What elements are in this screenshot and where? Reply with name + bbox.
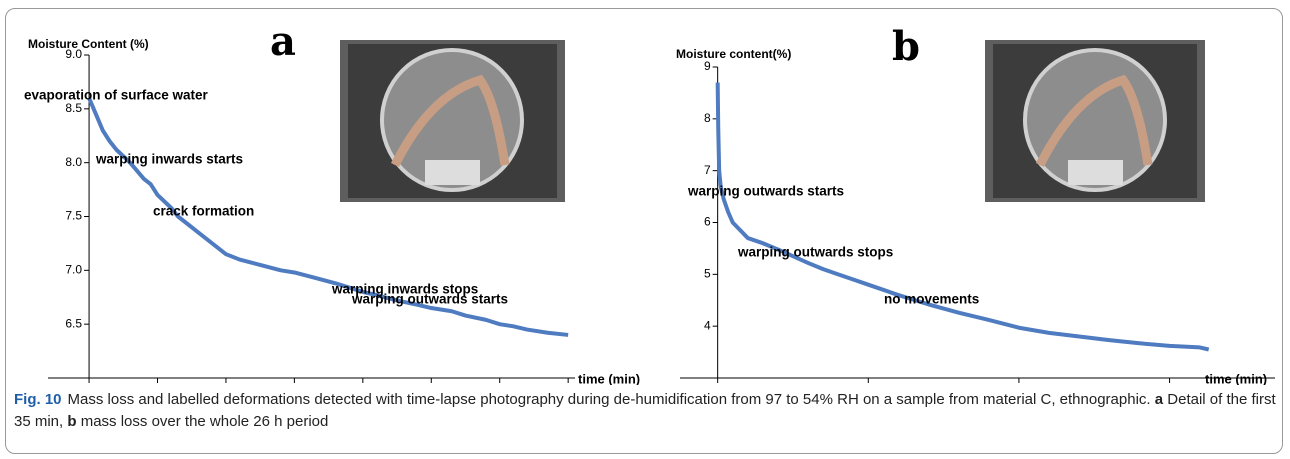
x-tick-label: 15 [288,383,302,385]
x-tick-label: 25 [425,383,439,385]
y-tick-label: 5 [704,267,711,281]
chart: 051015202530356.57.07.58.08.59.0Moisture… [24,18,1275,385]
x-tick-label: 500 [858,383,878,385]
y-tick-label: 9 [704,59,711,73]
annotation: crack formation [153,204,254,219]
panel-letter: b [892,23,920,70]
caption: Fig. 10 Mass loss and labelled deformatio… [14,389,1276,433]
y-tick-label: 7.5 [65,209,82,223]
y-tick-label: 8 [704,111,711,125]
caption-panel: b [67,413,77,430]
annotation: warping outwards starts [351,292,508,307]
x-tick-label: 0 [714,383,721,385]
y-tick-label: 6.5 [65,316,82,330]
caption-panel: a [1154,391,1164,408]
annotation: warping inwards starts [95,152,243,167]
x-tick-label: 20 [356,383,370,385]
y-axis-label: Moisture content(%) [676,47,791,61]
photo-a [340,40,565,202]
caption-text: Mass loss and labelled deformations dete… [67,391,1151,408]
y-tick-label: 7 [704,163,711,177]
x-tick-label: 30 [493,383,507,385]
x-tick-label: 1000 [1006,383,1033,385]
annotation: warping outwards starts [687,184,844,199]
y-tick-label: 9.0 [65,47,82,61]
caption-text: Detail of the first 35 min, [14,391,1276,430]
x-tick-label: 0 [86,383,93,385]
x-tick-label: 5 [154,383,161,385]
data-line [87,97,569,337]
data-line [715,82,1210,352]
y-tick-label: 8.0 [65,155,82,169]
y-tick-label: 7.0 [65,263,82,277]
figure-frame [5,8,1283,454]
y-axis-label: Moisture Content (%) [28,37,149,51]
panel-letter: a [270,18,296,65]
annotation: evaporation of surface water [24,88,209,103]
annotation: warping outwards stops [737,245,893,260]
y-tick-label: 6 [704,215,711,229]
x-tick-label: 10 [219,383,233,385]
x-tick-label: 35 [561,383,575,385]
photo-b [985,40,1205,202]
x-axis-label: time (min) [578,371,640,385]
x-axis-label: time (min) [1205,371,1267,385]
y-tick-label: 4 [704,318,711,332]
caption-text: mass loss over the whole 26 h period [80,413,329,430]
annotation: no movements [884,292,979,307]
annotation: warping inwards stops [331,282,478,297]
figure-label: Fig. 10 [14,391,62,408]
y-tick-label: 8.5 [65,101,82,115]
x-tick-label: 1500 [1156,383,1183,385]
